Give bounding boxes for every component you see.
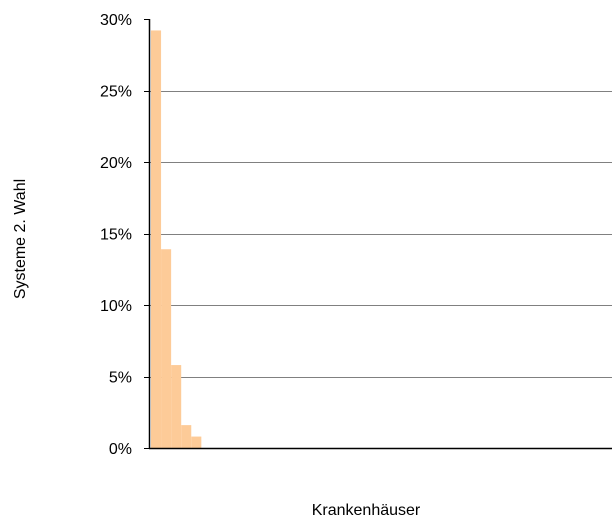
y-tick-label: 5% bbox=[109, 370, 132, 387]
y-axis-title: Systeme 2. Wahl bbox=[12, 179, 29, 299]
bar bbox=[151, 30, 162, 448]
y-tick-label: 25% bbox=[100, 84, 132, 101]
y-tick-labels: 0% 5% 10% 15% 20% 25% 30% bbox=[100, 12, 149, 458]
bar bbox=[191, 436, 202, 448]
bar bbox=[171, 365, 182, 448]
y-tick-label: 30% bbox=[100, 12, 132, 29]
y-tick-label: 0% bbox=[109, 441, 132, 458]
y-tick-label: 20% bbox=[100, 155, 132, 172]
x-axis-title: Krankenhäuser bbox=[312, 502, 421, 519]
grid-lines bbox=[149, 91, 612, 378]
y-tick-label: 15% bbox=[100, 227, 132, 244]
bars bbox=[151, 30, 202, 448]
axes bbox=[148, 19, 612, 450]
y-tick-label: 10% bbox=[100, 298, 132, 315]
bar bbox=[161, 249, 172, 448]
bar bbox=[181, 425, 192, 448]
